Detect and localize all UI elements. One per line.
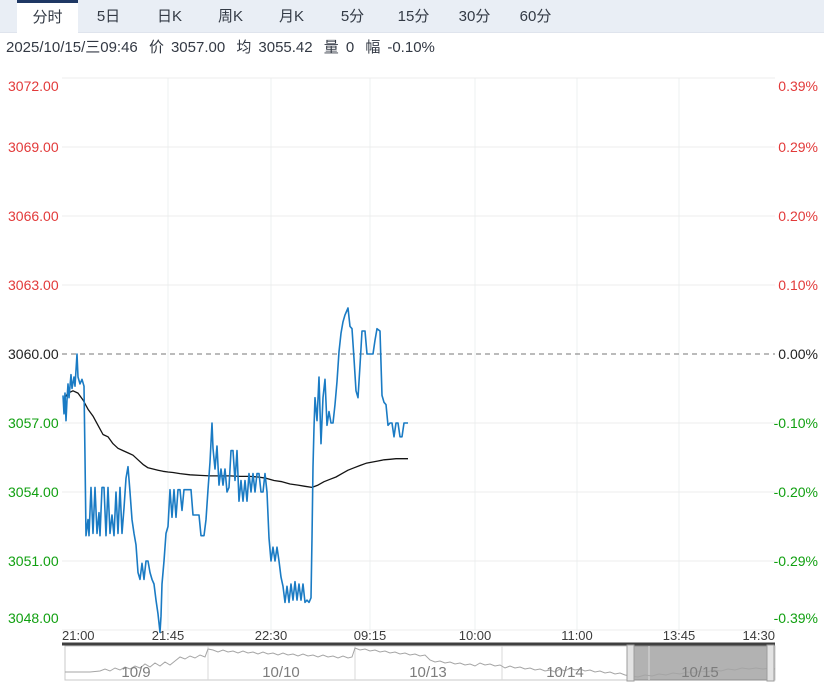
x-axis-time-label: 21:00 (62, 628, 95, 641)
x-axis-time-label: 10:00 (459, 628, 492, 641)
y-axis-percent-label: -0.39% (774, 610, 818, 626)
y-axis-percent-label: 0.29% (778, 139, 818, 155)
avg-value: 3055.42 (258, 39, 313, 56)
y-axis-percent-label: 0.10% (778, 277, 818, 293)
y-axis-price-label: 3066.00 (8, 208, 59, 224)
x-axis-time-label: 11:00 (561, 628, 593, 641)
x-axis-time-label: 13:45 (663, 628, 696, 641)
price-value: 3057.00 (170, 39, 226, 56)
navigator-date-label: 10/15 (681, 664, 719, 681)
y-axis-price-label: 3048.00 (8, 610, 59, 626)
y-axis-percent-label: 0.39% (778, 78, 818, 94)
tab-weekly-k[interactable]: 周K (217, 8, 243, 25)
navigator-drag-handle[interactable] (766, 644, 775, 682)
y-axis-percent-label: -0.29% (774, 553, 818, 569)
y-axis-percent-label: 0.00% (778, 346, 818, 362)
change-value: -0.10% (387, 39, 435, 56)
change-label: 幅 (365, 39, 381, 56)
y-axis-price-label: 3051.00 (8, 553, 59, 569)
tab-5min[interactable]: 5分 (340, 8, 365, 25)
tab-5day[interactable]: 5日 (96, 8, 121, 25)
y-axis-price-label: 3057.00 (8, 415, 59, 431)
tab-daily-k[interactable]: 日K (156, 8, 182, 25)
period-tabbar: 分时 5日 日K 周K 月K 5分 15分 30分 60分 (0, 0, 824, 33)
y-axis-price-label: 3069.00 (8, 139, 59, 155)
y-axis-price-label: 3060.00 (8, 346, 59, 362)
y-axis-percent-label: -0.10% (774, 415, 818, 431)
y-axis-price-label: 3072.00 (8, 78, 59, 94)
x-axis-time-label: 21:45 (152, 628, 185, 641)
y-axis-percent-label: 0.20% (778, 208, 818, 224)
x-axis-time-label: 14:30 (742, 628, 775, 641)
y-axis-price-label: 3063.00 (8, 277, 59, 293)
tab-minute[interactable]: 分时 (17, 0, 78, 33)
tab-15min[interactable]: 15分 (397, 8, 430, 25)
tab-monthly-k[interactable]: 月K (278, 8, 304, 25)
tab-30min[interactable]: 30分 (458, 8, 491, 25)
navigator-date-label: 10/10 (262, 664, 300, 681)
price-line (62, 307, 408, 634)
navigator-top-bar (62, 642, 775, 646)
x-axis-time-label: 22:30 (255, 628, 288, 641)
tab-60min[interactable]: 60分 (519, 8, 552, 25)
y-axis-price-label: 3054.00 (8, 484, 59, 500)
navigator-drag-handle[interactable] (626, 644, 635, 682)
x-axis-time-label: 09:15 (354, 628, 387, 641)
avg-label: 均 (236, 39, 252, 56)
date-navigator[interactable]: 10/9 10/10 10/13 10/14 10/15 (0, 641, 824, 685)
navigator-date-label: 10/13 (409, 664, 447, 681)
price-label: 价 (148, 39, 164, 56)
navigator-date-label: 10/14 (546, 664, 584, 681)
y-axis-percent-label: -0.20% (774, 484, 818, 500)
navigator-date-label: 10/9 (121, 664, 150, 681)
intraday-chart[interactable]: 3072.00 0.39% 3069.00 0.29% 3066.00 0.20% 3063… (0, 62, 824, 641)
volume-label: 量 (323, 39, 339, 56)
quote-datetime: 2025/10/15/三09:46 (6, 39, 138, 56)
volume-value: 0 (345, 39, 355, 56)
